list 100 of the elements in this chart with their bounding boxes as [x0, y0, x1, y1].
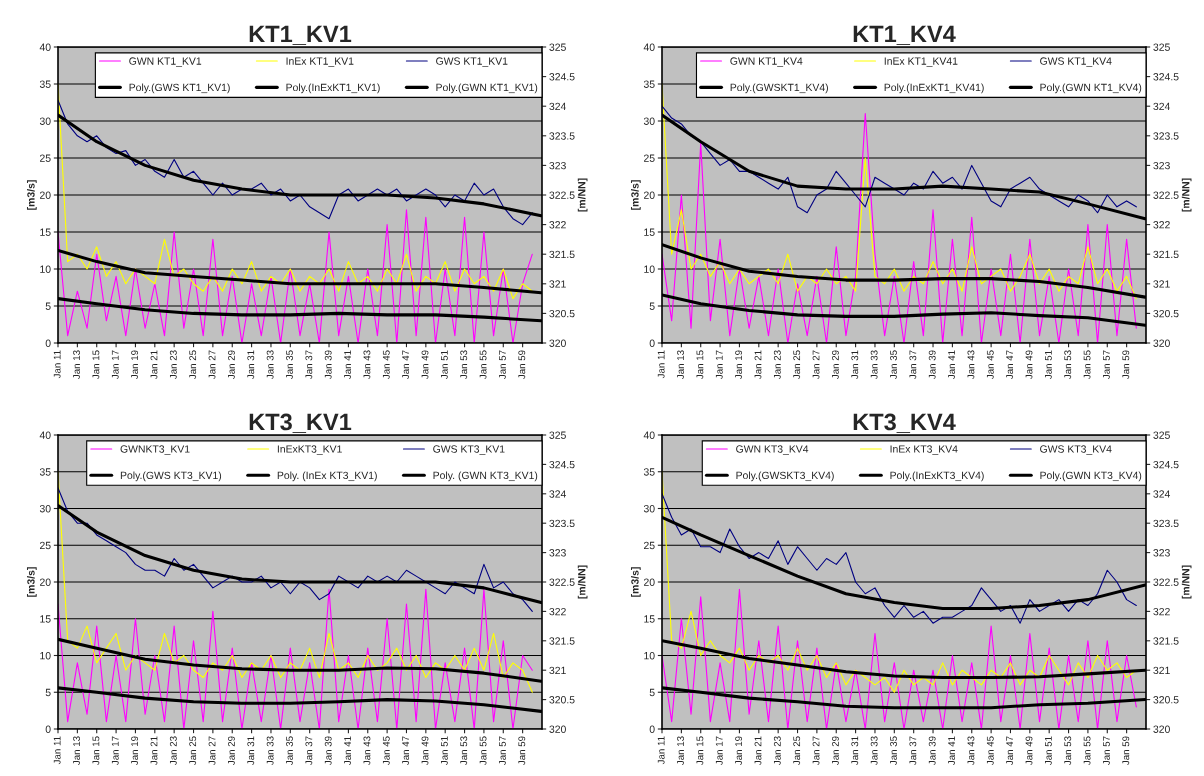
legend-label: InEx KT1_KV1 [286, 57, 354, 67]
y-tick-label: 35 [643, 468, 655, 476]
x-tick-label: Jan 59 [518, 350, 526, 379]
x-tick-label: Jan 53 [460, 350, 468, 379]
x-tick-label: Jan 39 [928, 350, 936, 379]
x-tick-label: Jan 27 [208, 350, 216, 379]
x-tick-label: Jan 49 [421, 736, 429, 765]
legend-label: Poly.(GWN KT1_KV4) [1040, 83, 1142, 94]
y-tick-label: 20 [643, 578, 655, 586]
legend-label: Poly.(GWSKT1_KV4) [730, 83, 828, 94]
y-tick-label: 15 [40, 228, 51, 236]
y2-tick-label: 320 [1153, 339, 1170, 347]
x-tick-label: Jan 47 [1006, 350, 1014, 379]
chart-title: KT3_KV4 [853, 413, 956, 433]
y-tick-label: 25 [643, 154, 655, 162]
x-tick-label: Jan 57 [1103, 736, 1110, 765]
y-tick-label: 30 [643, 505, 655, 513]
y-tick-label: 0 [45, 725, 51, 733]
y-tick-label: 35 [39, 468, 51, 476]
x-tick-label: Jan 15 [92, 350, 100, 379]
x-tick-label: Jan 57 [499, 736, 506, 765]
legend-label: GWS KT3_KV1 [433, 445, 505, 455]
x-tick-label: Jan 19 [735, 350, 743, 379]
y-tick-label: 30 [39, 117, 51, 125]
x-tick-label: Jan 37 [305, 350, 313, 379]
y-tick-label: 20 [39, 578, 51, 586]
x-tick-label: Jan 59 [1122, 736, 1130, 765]
x-tick-label: Jan 43 [967, 350, 975, 379]
x-tick-label: Jan 57 [499, 350, 506, 379]
x-tick-label: Jan 11 [53, 350, 61, 379]
y-tick-label: 10 [40, 265, 51, 273]
line-series [58, 487, 533, 612]
y2-tick-label: 325 [1153, 431, 1170, 439]
y2-tick-label: 321 [549, 666, 566, 675]
y-tick-label: 25 [39, 154, 51, 162]
y-tick-label: 35 [39, 80, 51, 88]
y2-tick-label: 324.5 [549, 460, 575, 469]
x-tick-label: Jan 57 [1103, 350, 1110, 379]
y2-tick-label: 322 [1153, 607, 1170, 616]
x-tick-label: Jan 35 [286, 350, 293, 379]
x-tick-label: Jan 15 [696, 736, 704, 765]
line-series [662, 493, 1137, 624]
legend-label: GWS KT1_KV1 [436, 57, 508, 67]
y-tick-label: 20 [39, 191, 51, 199]
y2-tick-label: 321 [1153, 666, 1170, 675]
y-tick-label: 30 [643, 117, 655, 125]
y2-tick-label: 324.5 [1153, 460, 1179, 469]
y2-tick-label: 323 [549, 161, 566, 170]
y2-tick-label: 323 [549, 549, 566, 557]
x-tick-label: Jan 25 [189, 736, 197, 765]
x-tick-label: Jan 27 [208, 736, 216, 765]
x-tick-label: Jan 31 [851, 736, 859, 765]
y2-tick-label: 322.5 [1153, 578, 1179, 586]
y-tick-label: 5 [649, 688, 655, 697]
line-series [58, 209, 533, 343]
y2-tick-label: 320 [549, 725, 566, 733]
x-tick-label: Jan 51 [441, 736, 448, 765]
x-tick-label: Jan 37 [305, 736, 313, 765]
x-tick-label: Jan 25 [793, 736, 801, 765]
x-tick-label: Jan 45 [382, 736, 390, 765]
y-tick-label: 15 [40, 615, 51, 623]
x-tick-label: Jan 59 [518, 736, 526, 765]
y-axis-title: [m3/s] [26, 567, 37, 597]
legend-label: InEx KT3_KV4 [890, 445, 958, 455]
y-tick-label: 25 [39, 541, 51, 550]
x-tick-label: Jan 41 [344, 736, 352, 765]
y2-tick-label: 324 [1153, 490, 1171, 498]
legend-label: GWN KT3_KV4 [736, 445, 809, 455]
y2-tick-label: 321 [549, 280, 566, 288]
y2-tick-label: 320 [549, 339, 566, 347]
x-tick-label: Jan 23 [773, 350, 781, 379]
x-tick-label: Jan 39 [928, 736, 936, 765]
y2-tick-label: 322 [549, 607, 566, 616]
legend-label: GWS KT3_KV4 [1040, 445, 1112, 455]
y2-tick-label: 324.5 [549, 73, 575, 81]
x-tick-label: Jan 39 [324, 736, 332, 765]
legend-label: Poly.(GWS KT3_KV1) [120, 471, 222, 482]
x-tick-label: Jan 55 [1083, 350, 1091, 379]
x-tick-label: Jan 13 [73, 350, 80, 379]
y2-axis-title: [m/NN] [577, 178, 588, 212]
y2-tick-label: 320.5 [1153, 696, 1179, 704]
y-tick-label: 5 [45, 688, 51, 697]
y2-tick-label: 321.5 [1153, 637, 1179, 645]
x-tick-label: Jan 27 [812, 350, 820, 379]
line-series [662, 588, 1137, 729]
y2-tick-label: 324 [549, 490, 567, 498]
y2-tick-label: 324 [549, 102, 567, 111]
legend-label: GWNKT3_KV1 [120, 445, 190, 455]
x-tick-label: Jan 55 [479, 736, 487, 765]
y2-axis-title: [m/NN] [1181, 565, 1192, 599]
legend-label: Poly.(InExKT3_KV4) [890, 471, 984, 482]
legend-label: Poly. (GWN KT3_KV1) [433, 471, 538, 482]
x-tick-label: Jan 41 [948, 736, 956, 765]
legend-label: Poly.(GWSKT3_KV4) [736, 471, 834, 482]
x-tick-label: Jan 33 [266, 350, 274, 379]
x-tick-label: Jan 21 [754, 736, 762, 765]
x-tick-label: Jan 37 [909, 736, 917, 765]
y-tick-label: 15 [644, 615, 655, 623]
y-tick-label: 10 [40, 652, 51, 660]
y2-tick-label: 320.5 [549, 696, 575, 704]
